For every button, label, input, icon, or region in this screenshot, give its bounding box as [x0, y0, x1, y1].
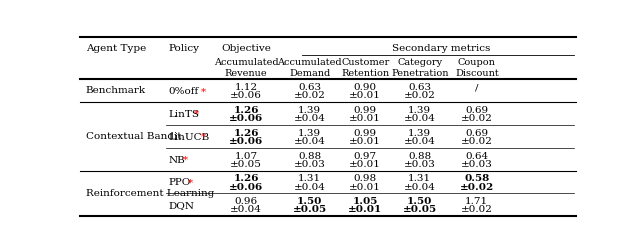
- Text: 1.71: 1.71: [465, 196, 488, 205]
- Text: PPO: PPO: [168, 178, 191, 187]
- Text: 0.90: 0.90: [354, 83, 377, 92]
- Text: Coupon
Discount: Coupon Discount: [455, 58, 499, 77]
- Text: 0.63: 0.63: [298, 83, 321, 92]
- Text: LinTS: LinTS: [168, 110, 199, 118]
- Text: 1.26: 1.26: [234, 128, 259, 137]
- Text: 0.88: 0.88: [408, 151, 431, 160]
- Text: Objective: Objective: [221, 44, 271, 53]
- Text: *: *: [194, 110, 199, 118]
- Text: ±0.01: ±0.01: [348, 204, 382, 214]
- Text: Policy: Policy: [168, 44, 199, 53]
- Text: 1.12: 1.12: [235, 83, 258, 92]
- Text: 1.39: 1.39: [408, 128, 431, 137]
- Text: ±0.01: ±0.01: [349, 91, 381, 100]
- Text: 0.99: 0.99: [354, 106, 377, 114]
- Text: ±0.04: ±0.04: [294, 136, 326, 145]
- Text: 1.07: 1.07: [235, 151, 258, 160]
- Text: 1.26: 1.26: [234, 106, 259, 114]
- Text: 0%off: 0%off: [168, 87, 198, 96]
- Text: ±0.02: ±0.02: [461, 204, 493, 214]
- Text: Benchmark: Benchmark: [86, 86, 146, 95]
- Text: ±0.05: ±0.05: [403, 204, 437, 214]
- Text: *: *: [200, 87, 205, 96]
- Text: *: *: [200, 132, 205, 141]
- Text: Agent Type: Agent Type: [86, 44, 146, 53]
- Text: 0.69: 0.69: [465, 106, 488, 114]
- Text: 1.31: 1.31: [408, 174, 431, 183]
- Text: 0.88: 0.88: [298, 151, 321, 160]
- Text: 1.26: 1.26: [234, 174, 259, 183]
- Text: ±0.02: ±0.02: [461, 114, 493, 123]
- Text: 1.05: 1.05: [353, 196, 378, 205]
- Text: Category
Penetration: Category Penetration: [391, 58, 449, 77]
- Text: Accumulated
Revenue: Accumulated Revenue: [214, 58, 278, 77]
- Text: *: *: [188, 178, 193, 187]
- Text: DQN: DQN: [168, 200, 195, 209]
- Text: ±0.06: ±0.06: [229, 114, 263, 123]
- Text: 1.39: 1.39: [298, 128, 321, 137]
- Text: 0.98: 0.98: [354, 174, 377, 183]
- Text: 1.31: 1.31: [298, 174, 321, 183]
- Text: ±0.04: ±0.04: [230, 204, 262, 214]
- Text: Reinforcement Learning: Reinforcement Learning: [86, 188, 214, 197]
- Text: ±0.04: ±0.04: [294, 114, 326, 123]
- Text: Customer
Retention: Customer Retention: [341, 58, 389, 77]
- Text: /: /: [475, 83, 479, 92]
- Text: ±0.04: ±0.04: [404, 114, 436, 123]
- Text: ±0.03: ±0.03: [461, 159, 493, 168]
- Text: ±0.04: ±0.04: [404, 182, 436, 191]
- Text: 0.64: 0.64: [465, 151, 488, 160]
- Text: ±0.06: ±0.06: [230, 91, 262, 100]
- Text: ±0.01: ±0.01: [349, 114, 381, 123]
- Text: 0.99: 0.99: [354, 128, 377, 137]
- Text: ±0.02: ±0.02: [460, 182, 494, 191]
- Text: ±0.06: ±0.06: [229, 182, 263, 191]
- Text: 1.39: 1.39: [408, 106, 431, 114]
- Text: ±0.02: ±0.02: [294, 91, 326, 100]
- Text: ±0.03: ±0.03: [294, 159, 326, 168]
- Text: 0.69: 0.69: [465, 128, 488, 137]
- Text: *: *: [183, 155, 188, 164]
- Text: ±0.01: ±0.01: [349, 182, 381, 191]
- Text: ±0.05: ±0.05: [292, 204, 326, 214]
- Text: 0.96: 0.96: [235, 196, 258, 205]
- Text: ±0.05: ±0.05: [230, 159, 262, 168]
- Text: 0.58: 0.58: [464, 174, 490, 183]
- Text: Secondary metrics: Secondary metrics: [392, 44, 491, 53]
- Text: 1.50: 1.50: [407, 196, 433, 205]
- Text: Contextual Bandit: Contextual Bandit: [86, 131, 182, 140]
- Text: ±0.04: ±0.04: [404, 136, 436, 145]
- Text: ±0.02: ±0.02: [404, 91, 436, 100]
- Text: ±0.03: ±0.03: [404, 159, 436, 168]
- Text: Accumulated
Demand: Accumulated Demand: [277, 58, 342, 77]
- Text: 0.97: 0.97: [354, 151, 377, 160]
- Text: ±0.06: ±0.06: [229, 136, 263, 145]
- Text: 1.50: 1.50: [297, 196, 323, 205]
- Text: ±0.02: ±0.02: [461, 136, 493, 145]
- Text: ±0.04: ±0.04: [294, 182, 326, 191]
- Text: 1.39: 1.39: [298, 106, 321, 114]
- Text: 0.63: 0.63: [408, 83, 431, 92]
- Text: ±0.01: ±0.01: [349, 136, 381, 145]
- Text: ±0.01: ±0.01: [349, 159, 381, 168]
- Text: LinUCB: LinUCB: [168, 132, 209, 141]
- Text: NB: NB: [168, 155, 185, 164]
